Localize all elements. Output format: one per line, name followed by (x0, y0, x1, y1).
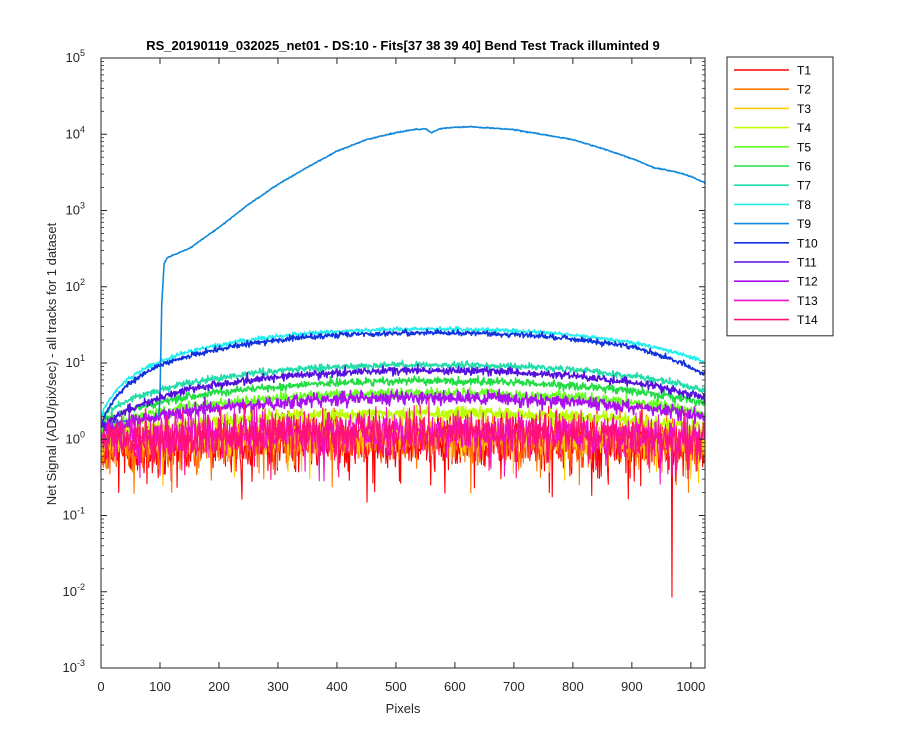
legend-label-t13: T13 (797, 294, 818, 308)
legend-box (726, 56, 834, 337)
chart-title: RS_20190119_032025_net01 - DS:10 - Fits[… (146, 38, 660, 53)
legend-label-t6: T6 (797, 160, 811, 174)
series-line-t4 (100, 404, 706, 447)
series-line-t11 (100, 363, 706, 432)
y-tick-label: 105 (66, 48, 85, 65)
legend-label-t12: T12 (797, 275, 818, 289)
legend: T1 T2 T3 T4 T5 T6 T7 T8 T9 T10 T11 T12 T13 T14 (726, 56, 834, 337)
y-tick-label: 100 (66, 429, 85, 446)
series-line-t14 (101, 397, 706, 481)
x-tick-label: 100 (149, 679, 171, 694)
x-tick-label: 800 (562, 679, 584, 694)
x-tick-label: 700 (503, 679, 525, 694)
legend-label-t3: T3 (797, 102, 811, 116)
series-line-t7 (100, 359, 706, 417)
y-tick-label: 10-3 (63, 658, 85, 675)
legend-label-t1: T1 (797, 64, 811, 78)
legend-label-t11: T11 (797, 256, 817, 270)
y-tick-label: 102 (66, 277, 85, 294)
legend-label-t7: T7 (797, 179, 811, 193)
x-tick-label: 400 (326, 679, 348, 694)
ticks-layer: 0 100 200 300 400 500 600 700 800 900 1000 10-3 10-2… (63, 48, 706, 694)
x-tick-label: 1000 (676, 679, 705, 694)
y-tick-label: 10-2 (63, 582, 85, 599)
legend-label-t8: T8 (797, 198, 811, 212)
series-line-t12 (100, 388, 706, 439)
x-axis-label: Pixels (386, 701, 421, 716)
x-tick-label: 500 (385, 679, 407, 694)
x-tick-label: 600 (444, 679, 466, 694)
legend-label-t9: T9 (797, 217, 811, 231)
series-layer (100, 125, 706, 598)
series-line-t9 (101, 125, 706, 425)
series-line-t6 (100, 374, 706, 428)
y-tick-label: 104 (66, 124, 85, 141)
legend-label-t4: T4 (797, 121, 811, 135)
legend-label-t14: T14 (797, 313, 818, 327)
y-tick-label: 103 (66, 201, 85, 218)
x-tick-label: 0 (97, 679, 104, 694)
legend-label-t5: T5 (797, 140, 811, 154)
x-tick-label: 200 (208, 679, 230, 694)
legend-label-t2: T2 (797, 83, 811, 97)
x-tick-label: 900 (621, 679, 643, 694)
series-line-t10 (100, 328, 706, 428)
y-tick-label: 101 (66, 353, 85, 370)
y-tick-label: 10-1 (63, 506, 85, 523)
y-axis-label: Net Signal (ADU/pix/sec) - all tracks fo… (44, 222, 59, 505)
legend-label-t10: T10 (797, 236, 818, 250)
x-tick-label: 300 (267, 679, 289, 694)
